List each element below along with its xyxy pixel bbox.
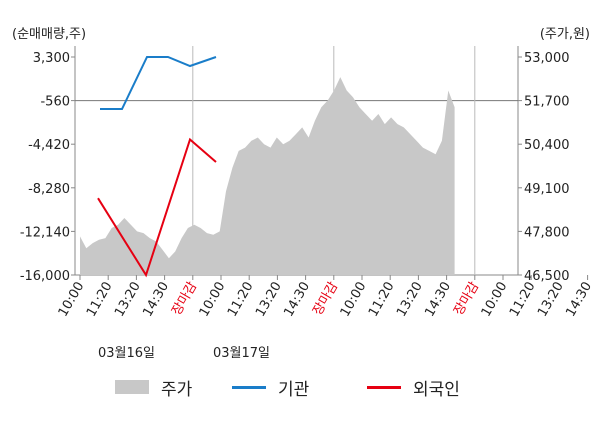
legend-swatch-foreign [367, 385, 401, 389]
right-tick-label: 51,700 [524, 95, 570, 110]
left-tick-label: -12,140 [20, 225, 70, 240]
legend: 주가 기관 외국인 [0, 375, 600, 400]
x-tick-label: 13:20 [535, 280, 567, 320]
legend-item-price: 주가 [115, 375, 193, 400]
legend-item-institution: 기관 [232, 375, 310, 400]
foreign-line [97, 137, 217, 278]
x-tick-label: 10:00 [56, 280, 88, 320]
left-tick-label: -560 [40, 95, 70, 110]
legend-label-foreign: 외국인 [413, 379, 460, 400]
left-tick-label: 3,300 [33, 51, 70, 66]
x-tick-label: 14:30 [140, 280, 172, 320]
x-tick-label: 13:20 [253, 280, 285, 320]
x-tick-label: 13:20 [112, 280, 144, 320]
x-tick-label: 10:00 [479, 280, 511, 320]
x-tick-label: 14:30 [281, 280, 313, 320]
left-tick-label: -16,000 [20, 269, 70, 284]
left-tick-label: -8,280 [28, 182, 70, 197]
x-tick-label: 14:30 [563, 280, 595, 320]
right-tick-label: 50,400 [524, 138, 570, 153]
x-tick-label: 14:30 [422, 280, 454, 320]
institution-line [100, 56, 217, 110]
x-tick-label: 11:20 [84, 280, 116, 320]
x-tick-label: 13:20 [394, 280, 426, 320]
x-tick-label: 10:00 [197, 280, 229, 320]
legend-item-foreign: 외국인 [367, 375, 460, 400]
price-area [80, 77, 455, 275]
left-axis-title: (순매매량,주) [12, 27, 86, 42]
right-tick-label: 53,000 [524, 51, 570, 66]
x-tick-label: 11:20 [507, 280, 539, 320]
right-tick-label: 47,800 [524, 225, 570, 240]
x-tick-label: 11:20 [366, 280, 398, 320]
right-tick-label: 46,500 [524, 269, 570, 284]
right-axis-title: (주가,원) [540, 27, 590, 42]
x-tick-label: 10:00 [338, 280, 370, 320]
legend-label-price: 주가 [161, 379, 193, 400]
date-label-day2: 03월17일 [213, 346, 270, 361]
legend-swatch-price [115, 380, 149, 394]
chart-svg: (순매매량,주) (주가,원) 3,300 -560 -4,420 -8,280 -12,1… [12, 27, 595, 361]
date-label-day1: 03월16일 [98, 346, 155, 361]
left-tick-label: -4,420 [28, 138, 70, 153]
legend-swatch-institution [232, 385, 266, 389]
right-tick-label: 49,100 [524, 182, 570, 197]
x-tick-label: 11:20 [225, 280, 257, 320]
legend-label-institution: 기관 [278, 379, 310, 400]
